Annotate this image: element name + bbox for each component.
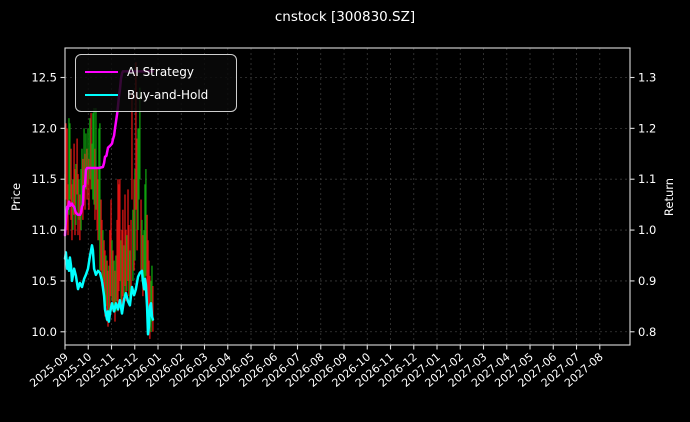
svg-text:0.9: 0.9 (638, 274, 656, 288)
svg-text:11.0: 11.0 (31, 223, 57, 237)
legend-item-buy-and-hold: Buy-and-Hold (85, 83, 227, 106)
y-axis-label-return: Return (662, 177, 676, 217)
svg-text:11.5: 11.5 (31, 172, 57, 186)
svg-text:1.0: 1.0 (638, 223, 656, 237)
series-buy-and-hold (63, 244, 155, 336)
svg-text:1.3: 1.3 (638, 70, 656, 84)
legend: AI Strategy Buy-and-Hold (75, 54, 237, 112)
svg-text:10.5: 10.5 (31, 274, 57, 288)
svg-text:10.0: 10.0 (31, 325, 57, 339)
plot-border (64, 47, 631, 346)
svg-text:12.5: 12.5 (31, 70, 57, 84)
chart-title: cnstock [300830.SZ] (274, 9, 416, 25)
legend-label-ai-strategy: AI Strategy (127, 64, 194, 79)
svg-text:0.8: 0.8 (638, 325, 656, 339)
legend-item-ai-strategy: AI Strategy (85, 60, 227, 83)
buy-and-hold-line-swatch-icon (85, 93, 118, 96)
legend-label-buy-and-hold: Buy-and-Hold (127, 87, 209, 102)
svg-text:12.0: 12.0 (31, 121, 57, 135)
gridlines (64, 48, 630, 345)
y-axis-label-price: Price (9, 182, 23, 212)
svg-text:1.2: 1.2 (638, 121, 656, 135)
svg-text:1.1: 1.1 (638, 172, 656, 186)
ai-strategy-line-swatch-icon (85, 70, 118, 73)
